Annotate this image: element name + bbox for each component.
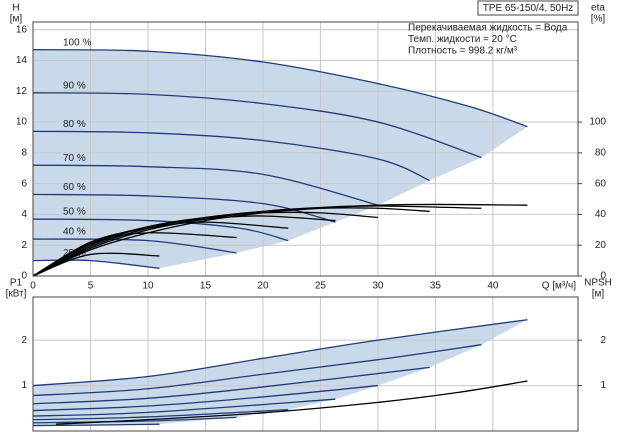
y-tick-label: 4 <box>21 209 27 220</box>
secondary-curve <box>32 211 378 277</box>
y-axis-label: H <box>12 3 19 14</box>
y-tick-label: 2 <box>21 335 27 346</box>
curve <box>32 49 528 128</box>
curve <box>32 92 482 159</box>
curve-label: 70 % <box>63 153 86 164</box>
plot-frame <box>32 21 579 277</box>
x-tick-label: 20 <box>257 281 269 292</box>
x-tick-label: 5 <box>88 281 94 292</box>
curve <box>32 409 289 421</box>
y-tick-label: 16 <box>16 24 28 35</box>
x-tick-label: 10 <box>142 281 154 292</box>
x-tick-label: 15 <box>200 281 212 292</box>
y2-tick-label: 80 <box>595 147 607 158</box>
x-tick-label: 30 <box>372 281 384 292</box>
curve <box>32 259 160 269</box>
x-tick-label: 40 <box>487 281 499 292</box>
curve <box>32 416 237 424</box>
y-axis-unit: [кВт] <box>6 289 27 300</box>
plot-frame <box>32 296 579 432</box>
y2-tick-label: 40 <box>595 209 607 220</box>
y-tick-label: 14 <box>16 55 28 66</box>
x-axis-label: Q [м³/ч] <box>542 281 577 292</box>
secondary-curve <box>32 232 237 277</box>
secondary-curve <box>55 380 528 425</box>
curve <box>32 344 482 397</box>
y2-tick-label: 2 <box>600 335 606 346</box>
y2-axis-unit: [%] <box>591 14 606 25</box>
y-tick-label: 2 <box>21 240 27 251</box>
curve <box>32 423 160 427</box>
x-tick-label: 25 <box>315 281 327 292</box>
y2-tick-label: 60 <box>595 178 607 189</box>
curve-label: 40 % <box>63 227 86 238</box>
annotation: Плотность = 998.2 кг/м³ <box>408 46 518 57</box>
curve <box>32 164 379 206</box>
x-tick-label: 35 <box>430 281 442 292</box>
curve-label: 80 % <box>63 119 86 130</box>
y-axis-unit: [м] <box>10 14 23 25</box>
x-tick-label: 0 <box>30 281 36 292</box>
y2-tick-label: 1 <box>600 380 606 391</box>
curve <box>32 238 237 254</box>
curve <box>32 366 430 405</box>
y2-axis-unit: [м] <box>592 289 605 300</box>
operating-area <box>33 49 528 269</box>
y2-axis-label: eta <box>591 3 605 14</box>
chart-title: TPE 65-150/4, 50Hz <box>483 3 574 14</box>
curve <box>32 319 528 387</box>
secondary-curve <box>32 252 160 277</box>
y-tick-label: 0 <box>21 271 27 282</box>
curve <box>32 384 379 412</box>
annotation: Перекачиваемая жидкость = Вода <box>408 23 568 34</box>
curve-label: 60 % <box>63 182 86 193</box>
y2-tick-label: 20 <box>595 240 607 251</box>
curve <box>32 130 430 182</box>
y2-tick-label: 100 <box>589 117 606 128</box>
y-axis-label: P1 <box>10 278 23 289</box>
curve-label: 50 % <box>63 207 86 218</box>
secondary-curve <box>32 221 289 277</box>
y2-tick-label: 0 <box>600 271 606 282</box>
annotation: Темп. жидкости = 20 °C <box>408 34 517 45</box>
curve-label: 90 % <box>63 80 86 91</box>
y-tick-label: 10 <box>16 117 28 128</box>
title-box <box>477 0 579 16</box>
y-tick-label: 6 <box>21 178 27 189</box>
y2-axis-label: NPSH <box>584 278 612 289</box>
curve-label: 100 % <box>63 37 91 48</box>
y-tick-label: 12 <box>16 86 28 97</box>
curve <box>32 398 336 417</box>
y-tick-label: 1 <box>21 380 27 391</box>
y-tick-label: 8 <box>21 147 27 158</box>
